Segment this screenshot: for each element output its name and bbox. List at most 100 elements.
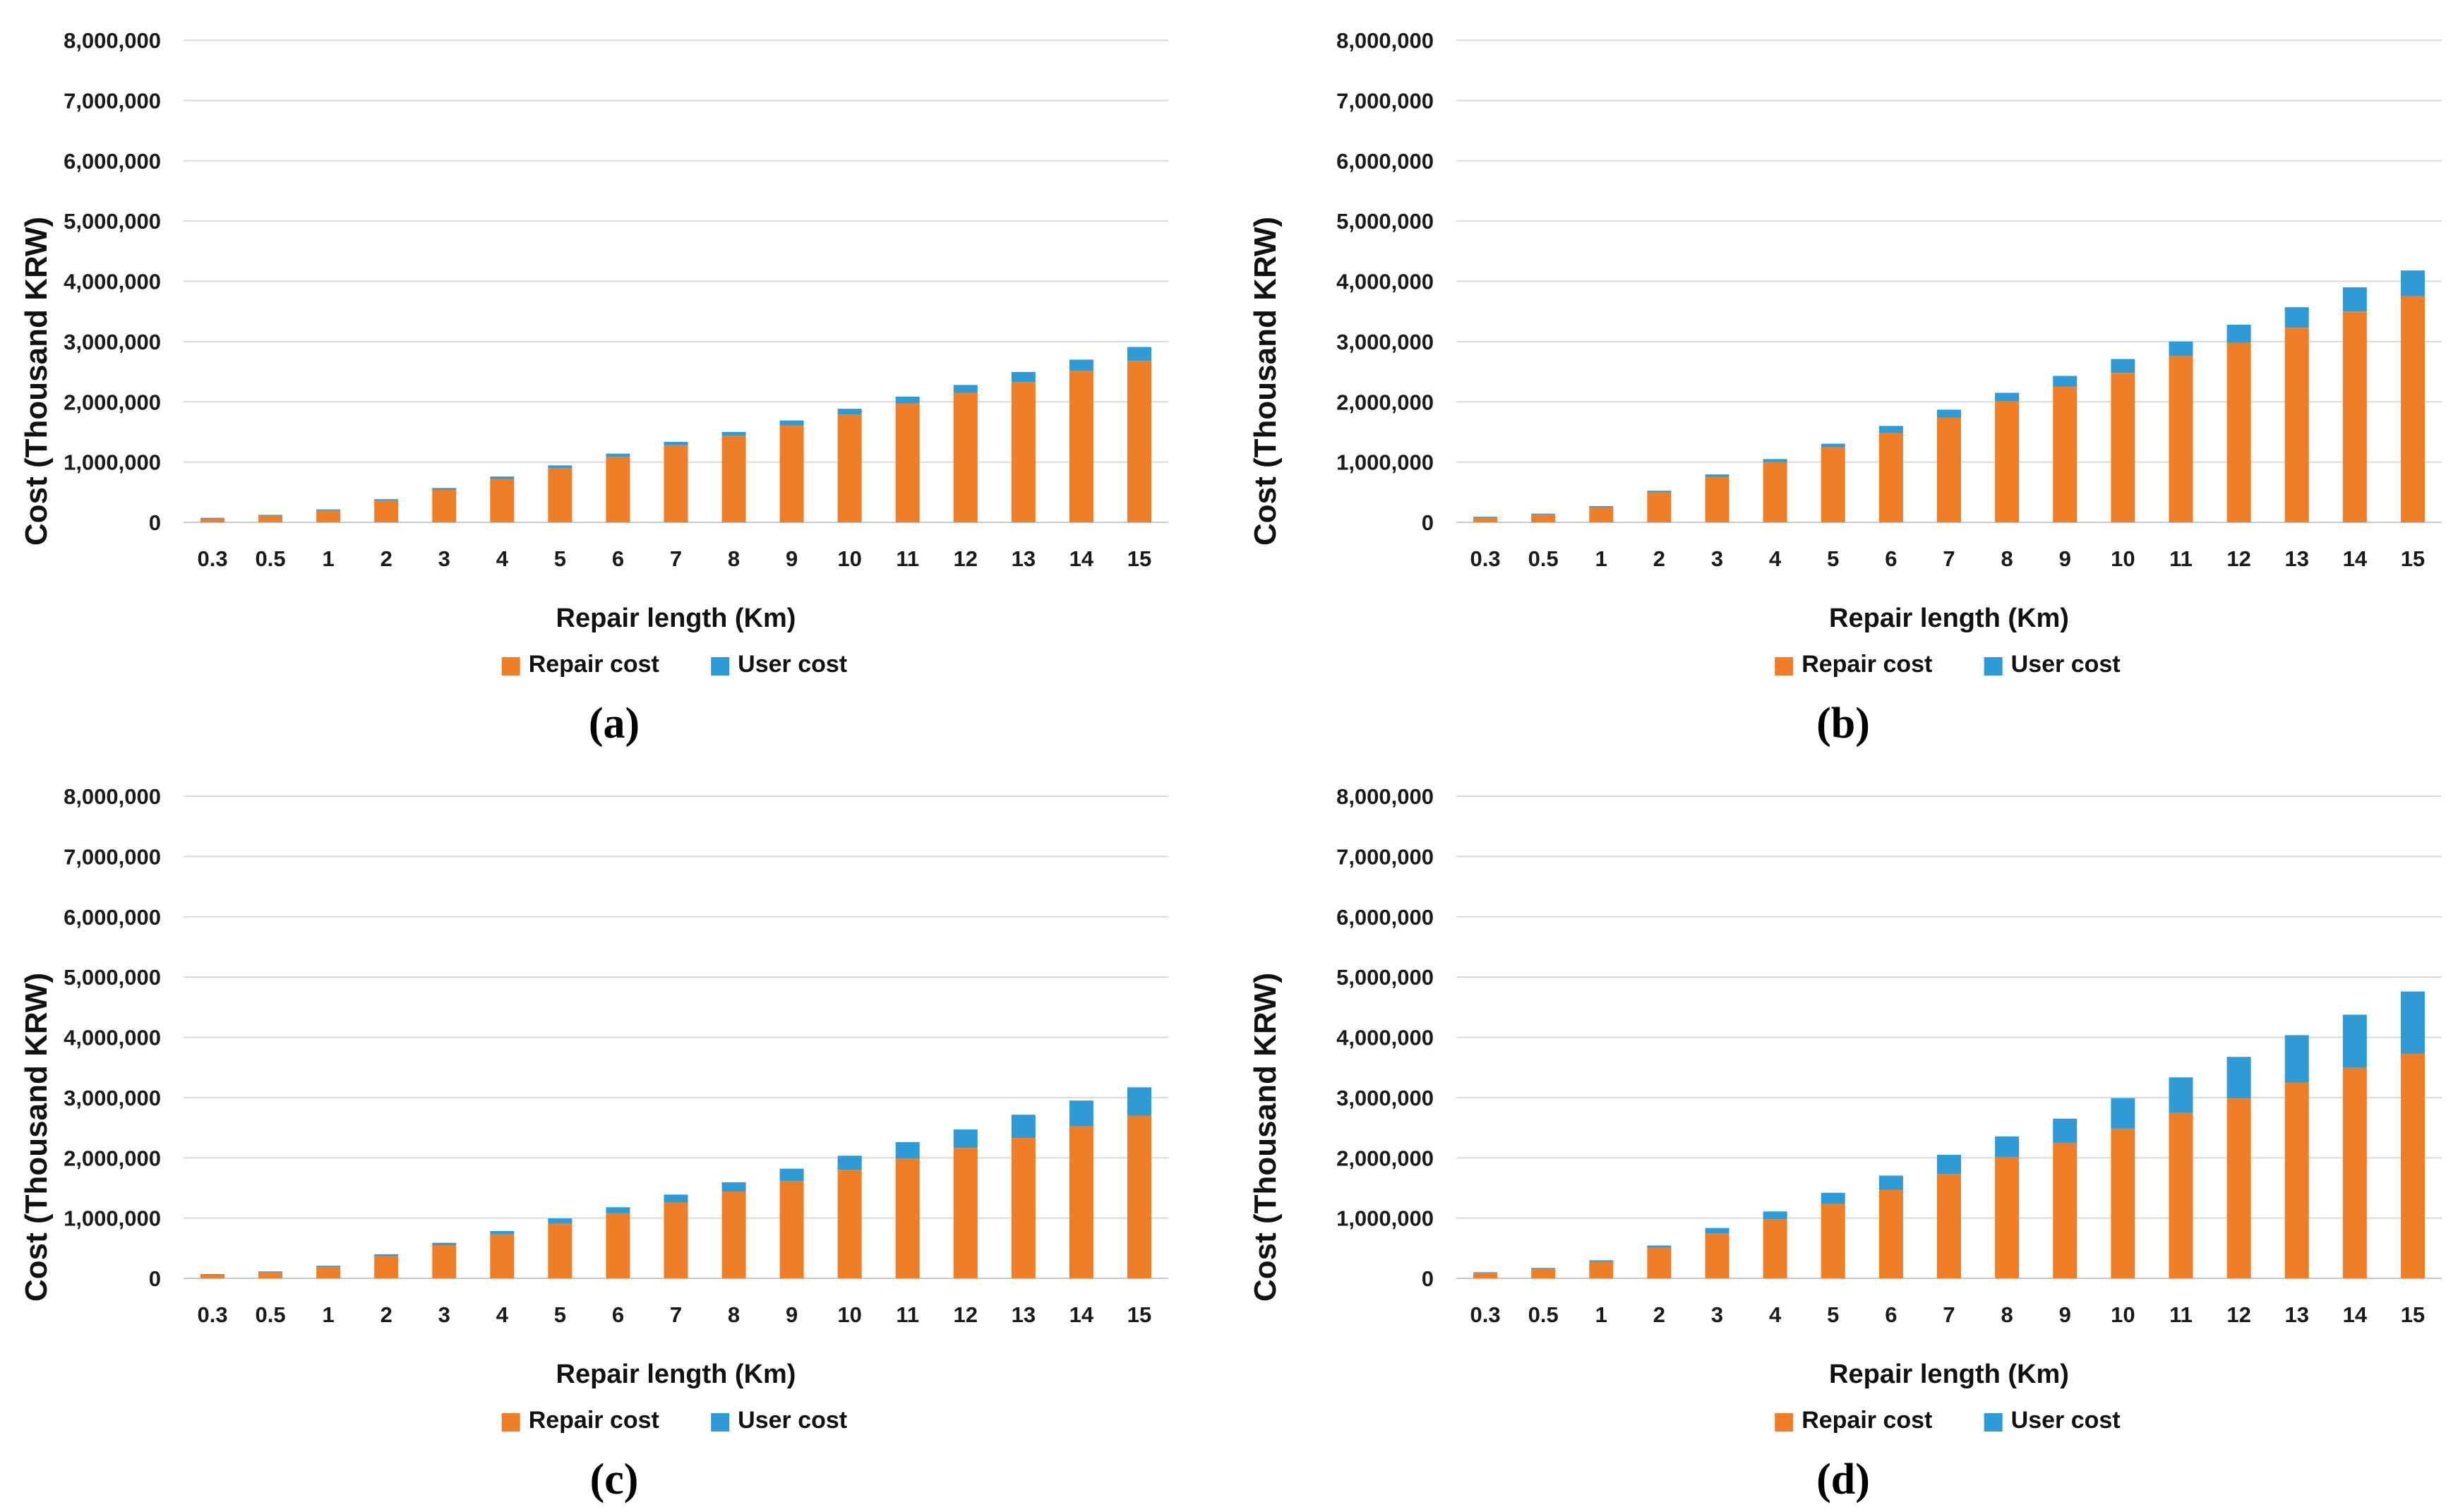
bar-segment-repair-cost <box>837 1170 862 1278</box>
bar-segment-repair-cost <box>895 403 920 522</box>
x-tick-label: 5 <box>554 546 566 571</box>
x-tick-label: 4 <box>496 1302 509 1327</box>
legend-swatch-repair <box>1775 657 1794 676</box>
x-tick-label: 12 <box>2226 546 2250 571</box>
bar-segment-user-cost <box>837 1156 862 1170</box>
bar-segment-user-cost <box>664 1194 688 1203</box>
x-tick-label: 14 <box>1069 546 1094 571</box>
bar-segment-user-cost <box>953 385 978 393</box>
y-tick-label: 3,000,000 <box>1336 330 1434 354</box>
legend-swatch-user <box>711 1413 730 1432</box>
y-tick-label: 5,000,000 <box>1336 209 1434 234</box>
bar-segment-repair-cost <box>779 425 804 522</box>
y-tick-label: 6,000,000 <box>64 905 161 930</box>
bar-segment-user-cost <box>2053 1118 2078 1143</box>
bar-segment-user-cost <box>200 517 225 519</box>
bar-segment-repair-cost <box>1589 1261 1614 1278</box>
x-tick-label: 0.3 <box>197 1302 227 1327</box>
bar-segment-repair-cost <box>2111 373 2135 522</box>
bar-segment-repair-cost <box>1705 1233 1729 1278</box>
y-tick-label: 4,000,000 <box>1336 1026 1434 1050</box>
bar-segment-repair-cost <box>2400 1053 2425 1278</box>
bar-segment-repair-cost <box>2169 356 2193 522</box>
bar-segment-user-cost <box>2053 376 2078 387</box>
bar-segment-user-cost <box>1763 1211 1787 1220</box>
bar-segment-user-cost <box>1995 1136 2020 1157</box>
bar-segment-user-cost <box>1127 1087 1151 1116</box>
bar-segment-repair-cost <box>1821 1204 1845 1278</box>
x-tick-label: 14 <box>2343 1302 2368 1327</box>
bar-segment-user-cost <box>1647 1245 1672 1248</box>
x-tick-label: 6 <box>1885 546 1897 571</box>
y-tick-label: 7,000,000 <box>64 88 161 113</box>
x-tick-label: 12 <box>2226 1302 2250 1327</box>
x-tick-label: 9 <box>786 1302 798 1327</box>
bar-segment-user-cost <box>895 1142 920 1159</box>
chart-panel-a: 0 1,000,000 2,000,000 3,000,000 4,000,000 5,0… <box>0 0 1229 756</box>
bar-segment-user-cost <box>258 1271 283 1273</box>
x-tick-label: 4 <box>1769 1302 1782 1327</box>
y-axis-title: Cost (Thousand KRW) <box>1248 973 1283 1302</box>
y-tick-label: 1,000,000 <box>64 450 161 475</box>
stacked-bar-chart-c: 0 1,000,000 2,000,000 3,000,000 4,000,000 5,0… <box>19 784 1168 1504</box>
bar-segment-user-cost <box>1705 1228 1729 1234</box>
x-tick-label: 5 <box>1827 1302 1839 1327</box>
x-tick-label: 1 <box>323 546 335 571</box>
stacked-bar-chart-b: 0 1,000,000 2,000,000 3,000,000 4,000,000 5,0… <box>1248 28 2442 748</box>
bar-segment-user-cost <box>1763 459 1787 462</box>
legend-swatch-repair <box>1775 1413 1794 1432</box>
x-tick-label: 7 <box>1943 546 1955 571</box>
bar-segment-repair-cost <box>1531 1268 1556 1278</box>
bar-segment-repair-cost <box>2053 386 2078 522</box>
bar-segment-repair-cost <box>1011 1138 1036 1278</box>
bar-segment-user-cost <box>1531 1268 1556 1269</box>
bar-segment-repair-cost <box>432 489 457 522</box>
y-axis-title: Cost (Thousand KRW) <box>19 973 54 1302</box>
x-tick-label: 8 <box>728 1302 740 1327</box>
bar-segment-repair-cost <box>1473 517 1498 522</box>
bar-segment-repair-cost <box>1937 1174 1961 1278</box>
stacked-bar-chart-d: 0 1,000,000 2,000,000 3,000,000 4,000,000 5,0… <box>1248 784 2442 1504</box>
x-tick-label: 11 <box>896 546 919 571</box>
bar-segment-repair-cost <box>953 392 978 522</box>
x-tick-label: 9 <box>2059 546 2071 571</box>
bar-segment-repair-cost <box>548 468 572 522</box>
panel-caption: (a) <box>589 700 640 748</box>
y-tick-label: 2,000,000 <box>1336 1146 1434 1170</box>
bar-segment-repair-cost <box>316 1266 341 1278</box>
x-tick-label: 9 <box>786 546 798 571</box>
bar-segment-user-cost <box>1878 1175 1903 1190</box>
x-tick-label: 11 <box>2169 1302 2193 1327</box>
bar-segment-repair-cost <box>664 1202 688 1278</box>
y-axis-title: Cost (Thousand KRW) <box>1248 217 1283 546</box>
bar-segment-user-cost <box>1647 491 1672 493</box>
x-tick-label: 0.5 <box>256 1302 286 1327</box>
bar-segment-user-cost <box>1821 443 1845 448</box>
x-tick-label: 6 <box>1885 1302 1897 1327</box>
bar-segment-repair-cost <box>606 1213 630 1278</box>
bar-segment-user-cost <box>2400 991 2425 1054</box>
bar-segment-repair-cost <box>1878 433 1903 522</box>
x-axis-title: Repair length (Km) <box>1829 604 2069 633</box>
bar-segment-user-cost <box>664 442 688 445</box>
x-tick-label: 10 <box>2111 546 2135 571</box>
x-tick-label: 1 <box>1595 1302 1607 1327</box>
chart-panel-d: 0 1,000,000 2,000,000 3,000,000 4,000,000 5,0… <box>1229 756 2458 1512</box>
bar-segment-repair-cost <box>664 445 688 522</box>
y-tick-label: 5,000,000 <box>1336 965 1434 990</box>
legend-swatch-user <box>1984 657 2003 676</box>
bar-segment-user-cost <box>2111 1098 2135 1129</box>
bar-segment-repair-cost <box>1878 1189 1903 1278</box>
x-tick-label: 13 <box>1012 1302 1036 1327</box>
y-tick-label: 5,000,000 <box>64 965 161 990</box>
x-tick-label: 11 <box>2169 546 2193 571</box>
x-tick-label: 1 <box>1595 546 1607 571</box>
y-tick-label: 6,000,000 <box>1336 905 1434 930</box>
bar-segment-repair-cost <box>432 1245 457 1278</box>
bar-segment-user-cost <box>374 499 399 501</box>
y-tick-label: 3,000,000 <box>1336 1086 1434 1110</box>
bar-segment-repair-cost <box>2226 342 2251 522</box>
x-tick-label: 8 <box>728 546 740 571</box>
x-tick-label: 5 <box>1827 546 1839 571</box>
bar-segment-user-cost <box>432 488 457 490</box>
